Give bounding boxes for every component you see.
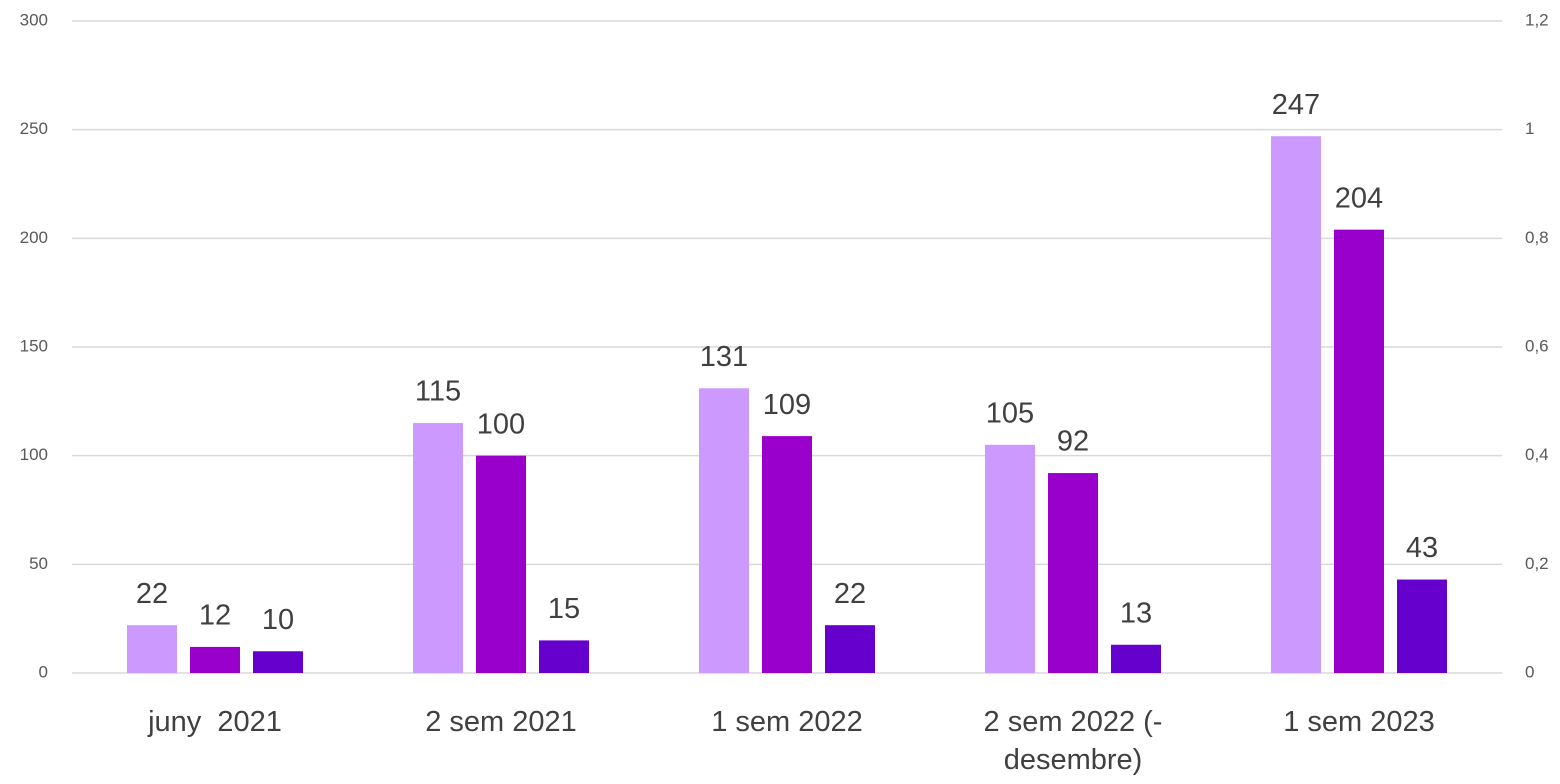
data-label: 13	[1120, 597, 1152, 629]
x-tick-label: 1 sem 2022	[711, 706, 863, 738]
data-label: 22	[834, 578, 866, 610]
bar	[539, 640, 589, 673]
y2-tick-label: 0,2	[1525, 554, 1549, 573]
bar	[1111, 644, 1161, 673]
data-label: 115	[415, 376, 461, 408]
bar	[1048, 473, 1098, 673]
y-tick-label: 300	[20, 10, 48, 29]
bar	[985, 444, 1035, 673]
bar	[1397, 579, 1447, 673]
x-tick-label: 1 sem 2023	[1283, 706, 1435, 738]
y-tick-label: 100	[20, 445, 48, 464]
y2-tick-label: 0,6	[1525, 336, 1549, 355]
data-label: 22	[136, 578, 168, 610]
y-tick-label: 250	[20, 119, 48, 138]
data-label: 131	[700, 341, 748, 373]
x-tick-label: juny 2021	[148, 706, 282, 738]
data-label: 43	[1406, 532, 1438, 564]
data-label: 92	[1057, 426, 1089, 458]
bar	[190, 646, 240, 673]
y-tick-label: 50	[29, 554, 48, 573]
y-tick-label: 0	[39, 662, 48, 681]
bar	[476, 455, 526, 673]
data-label: 105	[986, 397, 1034, 429]
y2-tick-label: 1	[1525, 119, 1534, 138]
bar	[825, 625, 875, 673]
data-label: 204	[1335, 182, 1383, 214]
x-tick-label: 2 sem 2021	[425, 706, 577, 738]
data-label: 12	[199, 600, 231, 632]
bar	[762, 436, 812, 673]
x-tick-label: 2 sem 2022 (-desembre)	[983, 706, 1163, 776]
bar	[1271, 136, 1321, 674]
data-label: 15	[548, 593, 580, 625]
bar	[413, 423, 463, 673]
bar	[127, 625, 177, 673]
y2-tick-label: 0	[1525, 662, 1534, 681]
data-label: 100	[477, 408, 525, 440]
y2-tick-label: 0,8	[1525, 228, 1549, 247]
bar	[699, 388, 749, 673]
data-label: 247	[1272, 89, 1320, 121]
y2-tick-label: 0,4	[1525, 445, 1549, 464]
data-label: 10	[262, 604, 294, 636]
y-tick-label: 150	[20, 336, 48, 355]
bar	[253, 651, 303, 673]
y2-tick-label: 1,2	[1525, 10, 1549, 29]
y-tick-label: 200	[20, 228, 48, 247]
bar	[1334, 229, 1384, 673]
data-label: 109	[763, 389, 811, 421]
